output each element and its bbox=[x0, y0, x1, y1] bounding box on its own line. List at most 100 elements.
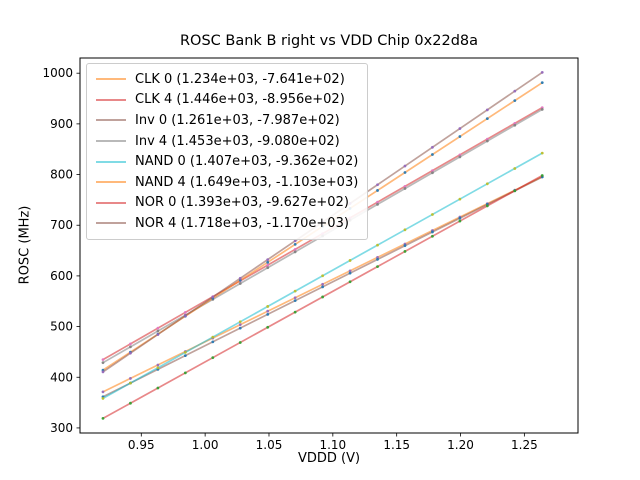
data-point-inv-4 bbox=[376, 202, 379, 206]
legend-label: NOR 4 (1.718e+03, -1.170e+03) bbox=[135, 215, 349, 231]
legend-label: NOR 0 (1.393e+03, -9.627e+02) bbox=[135, 195, 349, 211]
data-point-nor-0 bbox=[156, 386, 160, 390]
data-point-inv-4 bbox=[513, 123, 517, 127]
legend-item: CLK 0 (1.234e+03, -7.641e+02) bbox=[96, 69, 358, 90]
data-point-nor-4 bbox=[266, 258, 270, 261]
data-point-clk-0 bbox=[101, 390, 105, 394]
data-point-inv-0 bbox=[376, 258, 379, 261]
data-point-inv-4 bbox=[431, 171, 434, 175]
data-point-inv-4 bbox=[403, 187, 407, 190]
data-point-inv-0 bbox=[238, 326, 242, 330]
data-point-clk-0 bbox=[321, 282, 325, 286]
data-point-nor-4 bbox=[129, 351, 132, 355]
legend-item: Inv 4 (1.453e+03, -9.080e+02) bbox=[96, 131, 358, 152]
data-point-nand-0 bbox=[101, 397, 105, 400]
x-tick-label: 1.00 bbox=[192, 438, 219, 452]
data-point-nor-0 bbox=[348, 280, 352, 284]
data-point-nand-0 bbox=[348, 259, 352, 262]
data-point-nand-4 bbox=[458, 135, 462, 138]
y-tick-label: 300 bbox=[50, 421, 73, 435]
legend-swatch bbox=[96, 160, 126, 163]
data-point-clk-0 bbox=[376, 256, 379, 259]
data-point-clk-4 bbox=[156, 326, 160, 330]
data-point-inv-4 bbox=[540, 107, 544, 111]
data-point-nand-4 bbox=[376, 189, 379, 192]
data-point-nor-4 bbox=[540, 71, 544, 74]
data-point-clk-4 bbox=[183, 310, 187, 314]
legend-swatch bbox=[96, 222, 126, 225]
legend-label: Inv 4 (1.453e+03, -9.080e+02) bbox=[135, 133, 340, 149]
data-point-inv-0 bbox=[183, 354, 187, 357]
x-tick-label: 1.15 bbox=[383, 438, 410, 452]
axes-spines bbox=[79, 57, 579, 434]
y-tick-label: 500 bbox=[50, 320, 73, 334]
data-point-nand-4 bbox=[293, 242, 297, 246]
legend-swatch bbox=[96, 181, 126, 184]
data-point-nand-0 bbox=[513, 167, 517, 170]
data-point-nand-0 bbox=[376, 243, 379, 247]
data-point-nand-4 bbox=[266, 260, 270, 264]
x-tick-label: 1.20 bbox=[447, 438, 474, 452]
data-point-nor-4 bbox=[293, 239, 297, 243]
data-point-nor-4 bbox=[485, 108, 489, 112]
x-tick-label: 1.25 bbox=[511, 438, 538, 452]
legend-swatch bbox=[96, 98, 126, 101]
data-point-nor-4 bbox=[403, 164, 407, 168]
data-point-nor-0 bbox=[183, 371, 187, 375]
data-point-nor-4 bbox=[431, 145, 434, 149]
y-tick-label: 600 bbox=[50, 269, 73, 283]
legend-swatch bbox=[96, 140, 126, 143]
data-point-nand-0 bbox=[403, 228, 407, 232]
data-point-inv-0 bbox=[348, 271, 352, 275]
legend-item: NOR 4 (1.718e+03, -1.170e+03) bbox=[96, 213, 358, 234]
legend-item: NAND 0 (1.407e+03, -9.362e+02) bbox=[96, 151, 358, 172]
data-point-nand-0 bbox=[183, 351, 187, 354]
data-point-clk-0 bbox=[238, 323, 242, 327]
x-tick-label: 1.10 bbox=[319, 438, 346, 452]
data-point-inv-0 bbox=[403, 244, 407, 248]
data-point-nor-0 bbox=[238, 341, 242, 344]
data-point-nand-4 bbox=[403, 171, 407, 174]
data-point-inv-4 bbox=[458, 155, 462, 159]
data-point-nor-4 bbox=[183, 314, 187, 318]
legend-swatch bbox=[96, 119, 126, 122]
data-point-nor-0 bbox=[513, 189, 517, 193]
data-point-nand-0 bbox=[540, 151, 544, 155]
legend-label: NAND 0 (1.407e+03, -9.362e+02) bbox=[135, 154, 359, 170]
data-point-clk-4 bbox=[376, 200, 379, 204]
data-point-nor-0 bbox=[211, 356, 215, 360]
data-point-nor-4 bbox=[458, 127, 462, 130]
data-point-nand-0 bbox=[129, 381, 132, 385]
data-point-nor-0 bbox=[540, 174, 544, 177]
data-point-nor-4 bbox=[513, 89, 517, 93]
data-point-inv-4 bbox=[129, 345, 132, 349]
legend: CLK 0 (1.234e+03, -7.641e+02) CLK 4 (1.44… bbox=[86, 63, 369, 240]
legend-label: CLK 0 (1.234e+03, -7.641e+02) bbox=[135, 71, 345, 87]
y-tick-label: 1000 bbox=[42, 66, 73, 80]
data-point-clk-4 bbox=[403, 184, 407, 188]
legend-item: NAND 4 (1.649e+03, -1.103e+03) bbox=[96, 172, 358, 193]
data-point-nand-4 bbox=[431, 153, 434, 156]
data-point-nand-0 bbox=[458, 197, 462, 201]
data-point-clk-0 bbox=[293, 296, 297, 300]
data-point-nor-0 bbox=[485, 204, 489, 208]
data-point-nor-0 bbox=[403, 250, 407, 253]
legend-label: CLK 4 (1.446e+03, -8.956e+02) bbox=[135, 92, 345, 108]
y-tick-label: 400 bbox=[50, 370, 73, 384]
x-axis-label: VDDD (V) bbox=[297, 451, 361, 466]
legend-label: NAND 4 (1.649e+03, -1.103e+03) bbox=[135, 174, 359, 190]
y-tick-label: 900 bbox=[50, 117, 73, 131]
data-point-nand-0 bbox=[485, 182, 489, 186]
data-point-nor-4 bbox=[156, 333, 160, 336]
data-point-inv-4 bbox=[101, 361, 105, 365]
data-point-nand-4 bbox=[485, 117, 489, 120]
data-point-inv-4 bbox=[238, 282, 242, 285]
data-point-clk-0 bbox=[348, 269, 352, 273]
data-point-clk-4 bbox=[293, 247, 297, 251]
data-point-inv-4 bbox=[293, 250, 297, 254]
data-point-inv-0 bbox=[431, 230, 434, 234]
data-point-nor-0 bbox=[431, 234, 434, 238]
legend-item: Inv 0 (1.261e+03, -7.987e+02) bbox=[96, 110, 358, 131]
data-point-clk-4 bbox=[266, 263, 270, 267]
